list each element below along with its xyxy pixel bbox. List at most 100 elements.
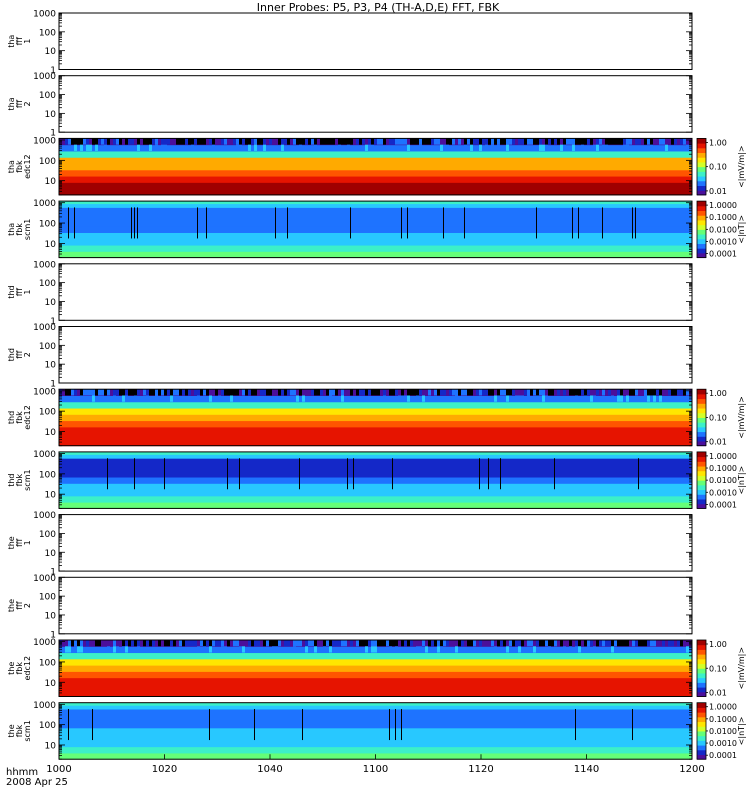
spectrogram-cell: [236, 640, 239, 647]
spectrogram-cell: [395, 646, 398, 653]
spectrogram-cell: [197, 640, 200, 647]
spectrogram-cell: [659, 640, 662, 647]
spectrogram-cell: [116, 640, 119, 647]
y-tick-label: 100: [39, 220, 56, 230]
spectrogram-cell: [287, 640, 290, 647]
spectrogram-cell: [164, 640, 167, 647]
spectrogram-cell: [464, 389, 467, 396]
spectrogram-cell: [455, 640, 458, 647]
spectrogram-cell: [467, 138, 470, 145]
spectrogram-cell: [371, 646, 374, 653]
spectrogram-cell: [326, 138, 329, 145]
spectrogram-cell: [365, 138, 368, 145]
panel-tha-fff-2: 1 10 100 1000 tha fff 2: [7, 72, 693, 139]
spectrogram-cell: [365, 640, 368, 647]
y-tick-label: 1: [50, 66, 56, 76]
spectrogram-cell: [584, 640, 587, 647]
spectrogram-cell: [659, 389, 662, 396]
spectrogram-cell: [395, 640, 398, 647]
panel-label-line: edc12: [23, 405, 32, 430]
spectrogram-cell: [428, 138, 431, 145]
spectrogram-band: [59, 245, 692, 252]
colorbar: 1.0000 0.1000 0.0100 0.0010 0.0001<|nT|>: [696, 451, 746, 509]
panel-label-line: fbk: [15, 474, 24, 487]
spectrogram-cell: [656, 138, 659, 145]
spectrogram-cell: [596, 389, 599, 396]
spectrogram-cell: [335, 640, 338, 647]
y-tick-label: 1000: [33, 260, 56, 270]
spectrogram-cell: [617, 138, 620, 145]
spectrogram-cell: [401, 640, 404, 647]
spectrogram-dropout: [632, 207, 633, 239]
colorbar-swatch: [697, 412, 706, 418]
colorbar-swatch: [697, 687, 706, 693]
colorbar-swatch: [697, 672, 706, 679]
spectrogram-cell: [173, 138, 176, 145]
spectrogram-cell: [440, 640, 443, 647]
spectrogram-cell: [623, 138, 626, 145]
colorbar-swatch: [697, 403, 706, 409]
colorbar: 1.00 0.10 0.01 <|mV/m|>: [696, 388, 746, 447]
spectrogram-cell: [311, 138, 314, 145]
colorbar-swatch: [697, 431, 706, 437]
spectrogram-cell: [527, 640, 530, 647]
spectrogram-cell: [398, 640, 401, 647]
spectrogram-band: [59, 251, 692, 259]
spectrogram-cell: [134, 640, 137, 647]
spectrogram-cell: [101, 389, 104, 396]
colorbar-swatch: [697, 422, 706, 428]
spectrogram-dropout: [350, 207, 351, 239]
spectrogram-cell: [518, 138, 521, 145]
y-tick-label: 100: [39, 157, 56, 167]
spectrogram-dropout: [638, 458, 639, 490]
spectrogram-cell: [527, 389, 530, 396]
spectrogram-cell: [476, 138, 479, 145]
colorbar-swatch: [697, 456, 706, 462]
spectrogram-cell: [386, 138, 389, 145]
spectrogram-cell: [653, 389, 656, 396]
spectrogram-band: [59, 414, 692, 422]
spectrogram-dropout: [401, 708, 402, 741]
spectrogram-cell: [629, 389, 632, 396]
spectrogram-band: [59, 163, 692, 171]
spectrogram-cell: [68, 389, 71, 396]
spectrogram-cell: [332, 138, 335, 145]
spectrogram-cell: [536, 138, 539, 145]
spectrogram-cell: [296, 389, 299, 396]
spectrogram-cell: [161, 144, 164, 151]
spectrogram-cell: [197, 138, 200, 145]
panel-thd-fff-2: 1 10 100 1000 thd fff 2: [7, 323, 693, 390]
spectrogram-cell: [521, 395, 524, 402]
spectrogram-cell: [374, 646, 377, 653]
spectrogram-cell: [137, 646, 140, 653]
colorbar-swatch: [697, 754, 706, 760]
y-tick-label: 100: [39, 91, 56, 101]
spectrogram-cell: [383, 395, 386, 402]
spectrogram-cell: [206, 389, 209, 396]
spectrogram-cell: [548, 138, 551, 145]
spectrogram-cell: [653, 640, 656, 647]
spectrogram-cell: [146, 138, 149, 145]
colorbar-label-text: <|nT|>: [737, 466, 746, 495]
spectrogram-cell: [443, 144, 446, 151]
spectrogram-cell: [674, 389, 677, 396]
spectrogram-cell: [416, 138, 419, 145]
spectrogram-cell: [515, 138, 518, 145]
spectrogram-cell: [167, 389, 170, 396]
spectrogram-cell: [515, 389, 518, 396]
spectrogram-cell: [392, 640, 395, 647]
colorbar: 1.00 0.10 0.01 <|mV/m|>: [696, 137, 746, 196]
spectrogram-cell: [593, 144, 596, 151]
spectrogram-cell: [287, 389, 290, 396]
spectrogram-band: [59, 451, 692, 459]
panel-label-line: 2: [23, 352, 32, 357]
spectrogram-cell: [524, 138, 527, 145]
spectrogram-cell: [659, 138, 662, 145]
spectrogram-cell: [104, 640, 107, 647]
spectrogram-dropout: [500, 458, 501, 490]
spectrogram-dropout: [209, 708, 210, 741]
spectrogram-cell: [689, 138, 692, 145]
panel-label: thd fbk edc12: [7, 405, 32, 430]
spectrogram-cell: [443, 389, 446, 396]
spectrogram-cell: [536, 395, 539, 402]
